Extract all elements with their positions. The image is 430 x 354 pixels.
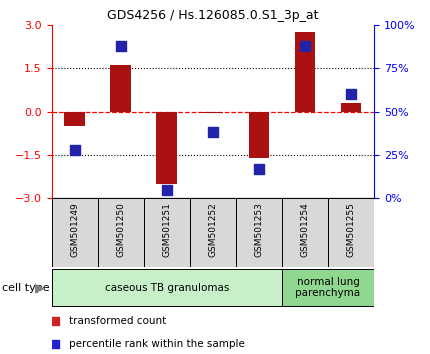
Text: GSM501252: GSM501252 xyxy=(209,202,217,257)
Title: GDS4256 / Hs.126085.0.S1_3p_at: GDS4256 / Hs.126085.0.S1_3p_at xyxy=(107,9,319,22)
Text: cell type: cell type xyxy=(2,282,50,293)
FancyBboxPatch shape xyxy=(190,198,236,267)
Bar xyxy=(249,112,269,158)
FancyBboxPatch shape xyxy=(282,198,328,267)
Bar xyxy=(157,112,177,184)
Point xyxy=(52,318,58,324)
Text: GSM501250: GSM501250 xyxy=(116,202,125,257)
FancyBboxPatch shape xyxy=(52,269,282,306)
Text: GSM501255: GSM501255 xyxy=(347,202,356,257)
Point xyxy=(71,147,78,153)
FancyBboxPatch shape xyxy=(144,198,190,267)
Point xyxy=(301,43,308,48)
Point xyxy=(347,91,354,97)
Text: ▶: ▶ xyxy=(35,281,45,294)
Text: percentile rank within the sample: percentile rank within the sample xyxy=(69,339,245,349)
Text: normal lung
parenchyma: normal lung parenchyma xyxy=(295,277,361,298)
FancyBboxPatch shape xyxy=(328,198,374,267)
Text: caseous TB granulomas: caseous TB granulomas xyxy=(104,282,229,293)
Bar xyxy=(341,103,362,112)
Text: GSM501254: GSM501254 xyxy=(301,202,310,257)
Point xyxy=(117,43,124,48)
Point xyxy=(255,166,262,172)
Bar xyxy=(203,112,223,113)
Text: transformed count: transformed count xyxy=(69,316,166,326)
Bar xyxy=(111,65,131,112)
Point xyxy=(52,341,58,347)
Bar xyxy=(295,32,315,112)
FancyBboxPatch shape xyxy=(52,198,98,267)
Point xyxy=(163,187,170,193)
FancyBboxPatch shape xyxy=(98,198,144,267)
Text: GSM501251: GSM501251 xyxy=(162,202,171,257)
Text: GSM501253: GSM501253 xyxy=(255,202,264,257)
FancyBboxPatch shape xyxy=(236,198,282,267)
FancyBboxPatch shape xyxy=(282,269,374,306)
Point xyxy=(209,130,216,135)
Text: GSM501249: GSM501249 xyxy=(70,202,79,257)
Bar xyxy=(64,112,85,126)
